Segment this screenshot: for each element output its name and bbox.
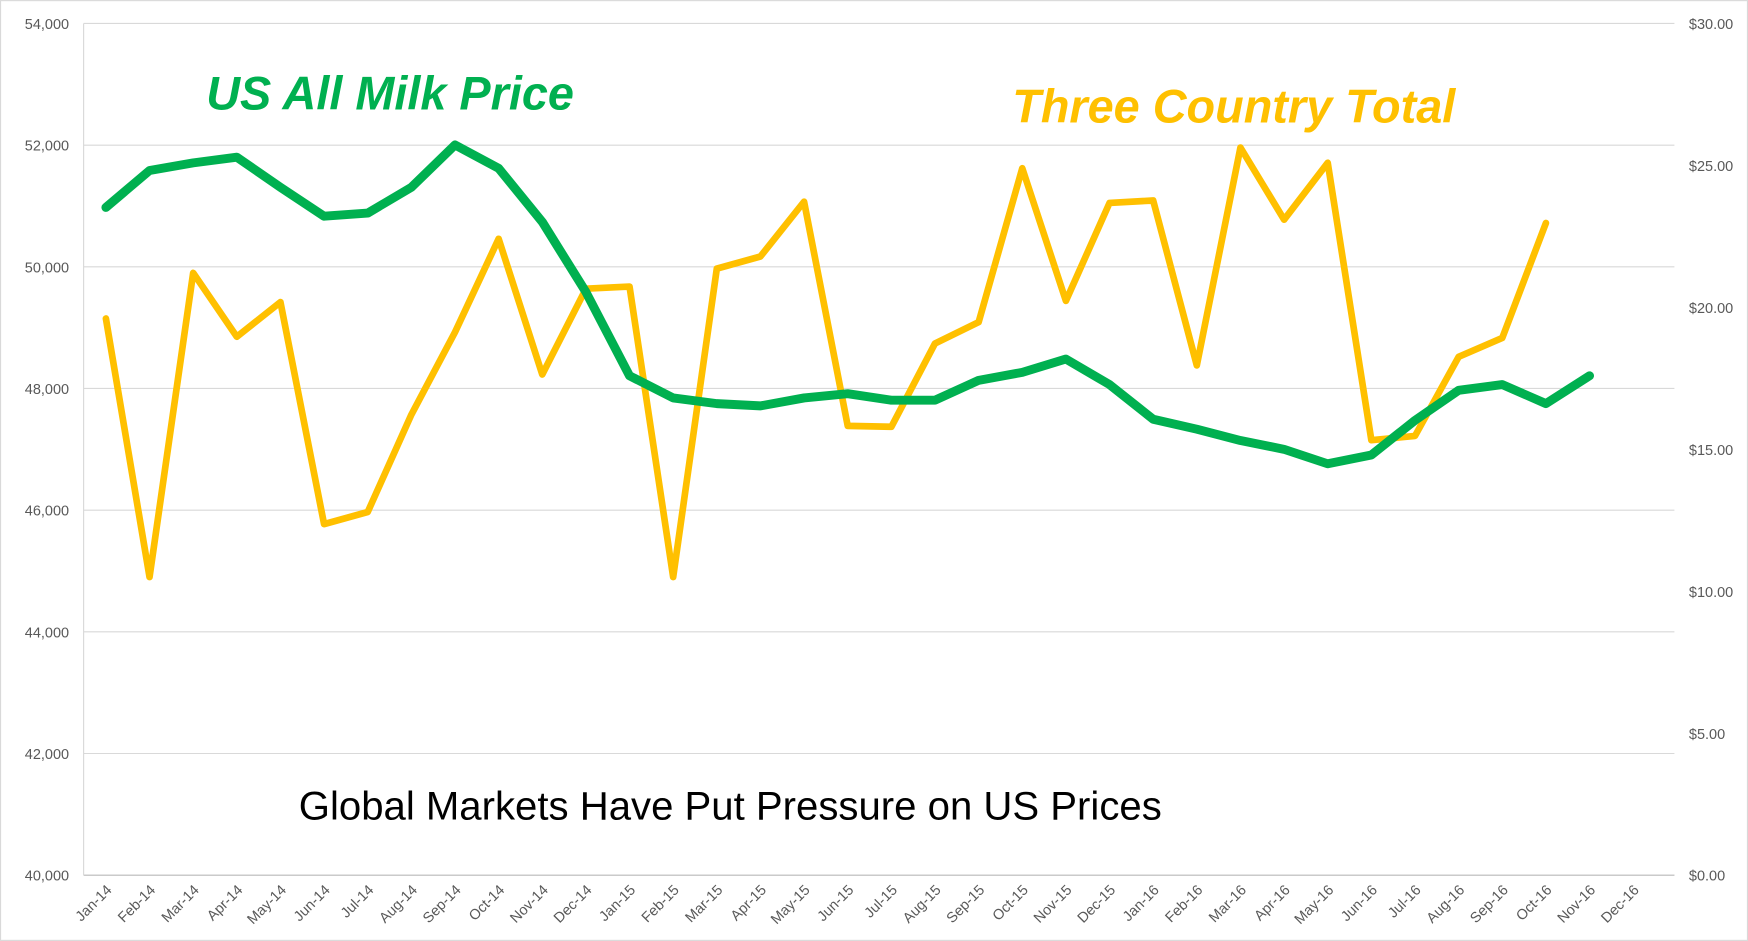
y-tick-label: 48,000 [25,382,69,398]
y2-tick-label: $5.00 [1689,727,1725,743]
y2-tick-label: $20.00 [1689,301,1733,317]
chart-title: Global Markets Have Put Pressure on US P… [299,783,1162,828]
y-tick-label: 52,000 [25,139,69,155]
y2-tick-label: $10.00 [1689,585,1733,601]
y-tick-label: 54,000 [25,17,69,33]
series-line [102,144,1550,581]
y2-tick-label: $15.00 [1689,443,1733,459]
y-tick-label: 42,000 [25,747,69,763]
series-label: US All Milk Price [206,67,574,119]
y-tick-label: 50,000 [25,260,69,276]
series-line [101,140,1595,469]
y2-tick-label: $30.00 [1689,17,1733,33]
y2-tick-label: $0.00 [1689,869,1725,885]
y-tick-label: 40,000 [25,869,69,885]
series-label: Three Country Total [1012,81,1456,133]
y-tick-label: 44,000 [25,625,69,641]
y2-tick-label: $25.00 [1689,159,1733,175]
y-tick-label: 46,000 [25,504,69,520]
